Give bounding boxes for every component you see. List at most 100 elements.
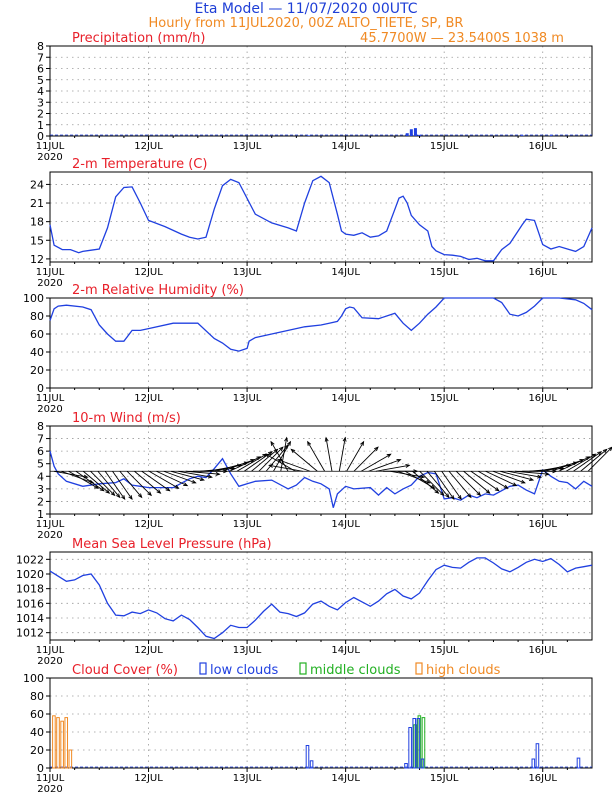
rh-ytick-label: 0 <box>37 382 44 395</box>
wind-vector <box>251 449 278 472</box>
wind-vector <box>61 470 94 484</box>
wind-vector <box>222 459 255 472</box>
wind-vector-head <box>268 451 273 456</box>
temp-xtick-label: 16JUL <box>528 267 557 278</box>
pressure-xtick-label: 16JUL <box>528 645 557 656</box>
wind-vector <box>265 453 296 472</box>
wind-vector <box>236 453 267 472</box>
wind-vector-head <box>183 482 189 487</box>
legend-swatch-low <box>199 662 207 675</box>
wind-vector <box>119 470 143 498</box>
wind-ytick-label: 1 <box>37 508 44 521</box>
wind-vector <box>148 470 179 489</box>
rh-xtick-label: 11JUL <box>36 393 65 404</box>
pressure-title: Mean Sea Level Pressure (hPa) <box>72 537 272 552</box>
precip-xtick-label: 11JUL <box>36 141 65 152</box>
cloud-bar-low <box>309 760 314 769</box>
pressure-xtick-label: 13JUL <box>233 645 262 656</box>
pressure-xtick-label: 11JUL <box>36 645 65 656</box>
cloud-xtick-label: 14JUL <box>331 773 360 784</box>
rh-ytick-label: 100 <box>23 292 44 305</box>
wind-vector <box>280 437 288 472</box>
cloud-ytick-label: 20 <box>30 744 44 757</box>
rh-xtick-label: 14JUL <box>331 393 360 404</box>
wind-vector-head <box>147 491 153 497</box>
wind-vector-head <box>207 474 213 479</box>
legend-label-middle: middle clouds <box>310 663 401 678</box>
cloud-bar-low <box>412 718 417 769</box>
wind-vector-head <box>270 440 275 446</box>
wind-vector-head <box>137 493 143 499</box>
rh-xtick-label: 15JUL <box>430 393 459 404</box>
precip-bar <box>307 135 311 136</box>
wind-vector <box>178 470 212 478</box>
wind-vector-head <box>128 495 133 501</box>
precip-xtick-label: 16JUL <box>528 141 557 152</box>
cloud-bar-high <box>56 717 60 769</box>
wind-xtick-label: 13JUL <box>233 519 262 530</box>
cloud-ytick-label: 80 <box>30 690 44 703</box>
precip-bar <box>405 133 409 136</box>
temp-frame <box>49 171 593 263</box>
wind-vector <box>156 470 188 487</box>
wind-vector <box>551 459 584 472</box>
wind-vector-head <box>268 464 274 468</box>
precip-bar <box>409 129 413 136</box>
cloud-ytick-label: 40 <box>30 726 44 739</box>
temp-year-label: 2020 <box>37 278 62 289</box>
wind-vector <box>507 470 542 478</box>
pressure-xtick-label: 15JUL <box>430 645 459 656</box>
wind-vector <box>463 470 490 494</box>
temp-panel: 12 15 18 21 24 11JUL 12JUL 13JUL 14JUL 15JUL 16JUL… <box>30 157 593 289</box>
temp-xtick-label: 15JUL <box>430 267 459 278</box>
legend-label-low: low clouds <box>210 663 279 678</box>
pressure-ytick-label: 1012 <box>16 627 44 640</box>
wind-vector <box>75 470 105 492</box>
wind-vector <box>492 470 526 484</box>
cloud-panel: 0 20 40 60 80 100 11JUL 12JUL 13JUL 14JUL 15JUL 16J… <box>23 662 593 792</box>
wind-xtick-label: 14JUL <box>331 519 360 530</box>
wind-vector <box>478 470 508 489</box>
wind-vector <box>229 456 261 472</box>
wind-vector <box>558 456 590 472</box>
wind-vector-head <box>439 491 445 497</box>
wind-vector-head <box>494 487 500 492</box>
wind-vector-head <box>476 491 482 497</box>
wind-vector <box>112 470 133 500</box>
wind-vector <box>353 446 379 472</box>
precip-ytick-label: 3 <box>37 96 44 109</box>
cloud-title: Cloud Cover (%) <box>72 663 178 678</box>
temp-ytick-label: 21 <box>30 197 44 210</box>
wind-vector <box>291 449 318 472</box>
temp-xtick-label: 13JUL <box>233 267 262 278</box>
precip-ytick-label: 7 <box>37 51 44 64</box>
cloud-bar-high <box>60 720 64 769</box>
wind-vector-head <box>110 491 116 497</box>
wind-vector-head <box>503 484 509 489</box>
wind-vector-head <box>290 448 296 454</box>
precip-xtick-label: 14JUL <box>331 141 360 152</box>
legend-swatch-high <box>415 662 423 675</box>
precip-title: Precipitation (mm/h) <box>72 31 205 46</box>
wind-vector-head <box>174 484 180 489</box>
wind-vector <box>134 470 161 494</box>
wind-xtick-label: 15JUL <box>430 519 459 530</box>
wind-year-label: 2020 <box>37 530 62 541</box>
cloud-ytick-label: 100 <box>23 672 44 685</box>
precip-ytick-label: 5 <box>37 74 44 87</box>
wind-vector <box>126 470 152 496</box>
wind-vector-head <box>386 453 392 458</box>
cloud-bar-low <box>576 757 581 769</box>
wind-vector-head <box>602 448 608 454</box>
meteogram-title: Eta Model — 11/07/2020 00UTC <box>194 1 417 17</box>
wind-vector-head <box>485 489 491 494</box>
precip-ytick-label: 0 <box>37 130 44 143</box>
wind-vector-head <box>307 440 312 446</box>
precip-xtick-label: 13JUL <box>233 141 262 152</box>
cloud-xtick-label: 15JUL <box>430 773 459 784</box>
wind-vector-head <box>165 487 171 492</box>
rh-title: 2-m Relative Humidity (%) <box>72 283 244 298</box>
wind-vector <box>580 449 608 472</box>
wind-vector-head <box>342 436 347 442</box>
